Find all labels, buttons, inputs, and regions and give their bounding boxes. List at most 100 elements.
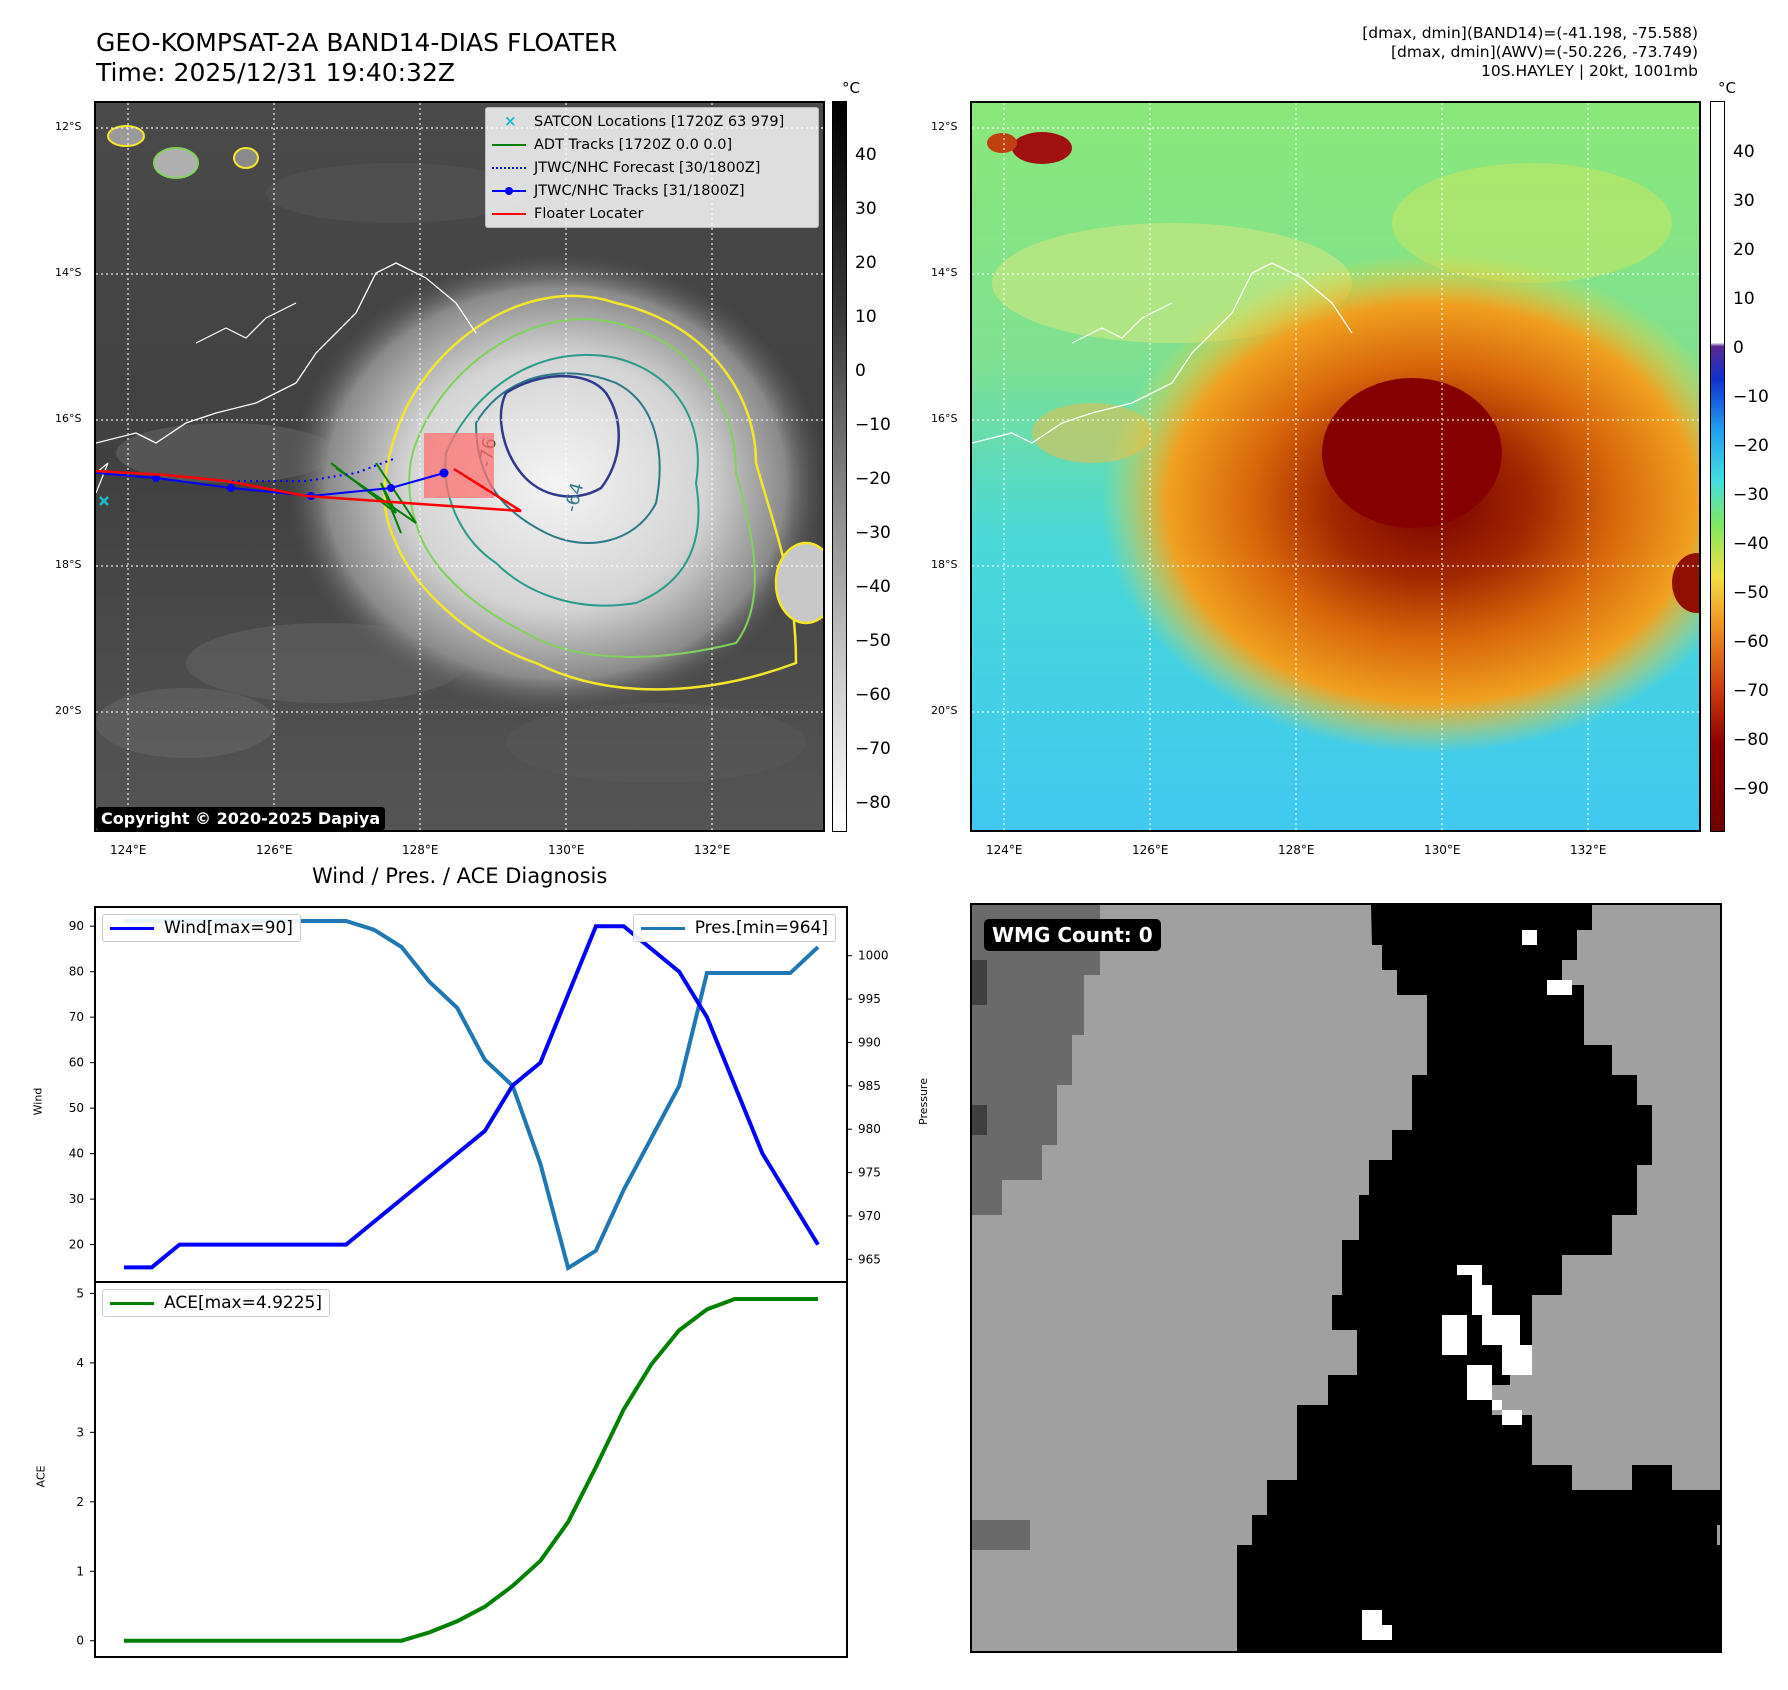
colorbar-right-tick: −50 <box>1733 583 1769 603</box>
pressure-tick-label: 1000 <box>858 949 889 963</box>
wind-axis-label: Wind <box>31 1087 45 1116</box>
legend-item-tracks: JTWC/NHC Tracks [31/1800Z] <box>486 179 818 202</box>
wind-legend-label: Wind[max=90] <box>164 918 293 938</box>
legend-item-forecast: JTWC/NHC Forecast [30/1800Z] <box>486 156 818 179</box>
lon-label-124e: 124°E <box>110 843 147 857</box>
info-line-2: [dmax, dmin](AWV)=(-50.226, -73.749) <box>1391 43 1698 61</box>
pressure-tick-label: 970 <box>858 1209 881 1223</box>
track-legend: × SATCON Locations [1720Z 63 979] ADT Tr… <box>485 107 819 228</box>
pressure-legend-swatch <box>640 926 685 930</box>
awv-lat-label-20s: 20°S <box>931 704 958 717</box>
pressure-tick-label: 990 <box>858 1035 881 1049</box>
colorbar-right-tick: −30 <box>1733 485 1769 505</box>
wmg-panel: WMG Count: 0 <box>970 903 1722 1653</box>
wmg-count-badge: WMG Count: 0 <box>984 919 1161 951</box>
lat-label-12s: 12°S <box>55 120 82 133</box>
colorbar-right-tick: −60 <box>1733 632 1769 652</box>
pressure-tick-label: 975 <box>858 1166 881 1180</box>
colorbar-left-tick: −30 <box>855 523 891 543</box>
diagnosis-title: Wind / Pres. / ACE Diagnosis <box>312 864 608 888</box>
colorbar-right-unit: °C <box>1718 79 1736 97</box>
info-block: [dmax, dmin](BAND14)=(-41.198, -75.588) … <box>1362 24 1698 81</box>
awv-map-panel <box>970 101 1701 832</box>
colorbar-left-tick: 0 <box>855 361 866 381</box>
awv-lon-label-128e: 128°E <box>1278 843 1315 857</box>
awv-lat-label-18s: 18°S <box>931 558 958 571</box>
wind-legend: Wind[max=90] <box>102 914 301 942</box>
ace-legend-label: ACE[max=4.9225] <box>164 1293 322 1313</box>
colorbar-right-tick: −10 <box>1733 387 1769 407</box>
colorbar-left-tick: 10 <box>855 307 877 327</box>
title-line-2: Time: 2025/12/31 19:40:32Z <box>96 58 455 87</box>
ace-series-line <box>124 1296 818 1643</box>
wind-series-line <box>124 924 820 1270</box>
wind-tick-label: 60 <box>69 1056 84 1070</box>
ace-tick-label: 1 <box>76 1564 84 1578</box>
ace-plot: 0 1 2 3 4 5 <box>76 1286 818 1648</box>
colorbar-left-tick: −80 <box>855 793 891 813</box>
colorbar-left-tick: −20 <box>855 469 891 489</box>
awv-lon-label-126e: 126°E <box>1132 843 1169 857</box>
awv-lon-label-132e: 132°E <box>1570 843 1607 857</box>
lon-label-126e: 126°E <box>256 843 293 857</box>
band14-map-panel: -76 -64 <box>94 101 825 832</box>
colorbar-right-tick: 30 <box>1733 191 1755 211</box>
ace-tick-label: 0 <box>76 1634 84 1648</box>
wind-tick-label: 80 <box>69 965 84 979</box>
ace-axis-label: ACE <box>34 1465 48 1488</box>
colorbar-left <box>832 101 847 832</box>
ace-tick-label: 4 <box>76 1356 84 1370</box>
lat-label-16s: 16°S <box>55 412 82 425</box>
legend-item-floater: Floater Locater <box>486 202 818 225</box>
lon-label-128e: 128°E <box>402 843 439 857</box>
colorbar-left-tick: −50 <box>855 631 891 651</box>
awv-lat-label-12s: 12°S <box>931 120 958 133</box>
lon-label-130e: 130°E <box>548 843 585 857</box>
colorbar-left-tick: 20 <box>855 253 877 273</box>
ace-legend: ACE[max=4.9225] <box>102 1289 330 1317</box>
colorbar-left-tick: 30 <box>855 199 877 219</box>
wind-pressure-chart: 20 30 40 50 60 70 80 90 965 970 975 980 985 990 995 100… <box>69 906 889 1283</box>
pressure-tick-label: 980 <box>858 1122 881 1136</box>
pressure-tick-label: 965 <box>858 1252 881 1266</box>
pressure-legend-label: Pres.[min=964] <box>694 918 828 938</box>
colorbar-right-tick: 0 <box>1733 338 1744 358</box>
colorbar-left-tick: −70 <box>855 739 891 759</box>
wind-tick-label: 50 <box>69 1101 84 1115</box>
lat-label-20s: 20°S <box>55 704 82 717</box>
colorbar-right-tick: 10 <box>1733 289 1755 309</box>
awv-lon-label-130e: 130°E <box>1424 843 1461 857</box>
awv-lat-label-16s: 16°S <box>931 412 958 425</box>
legend-item-satcon: × SATCON Locations [1720Z 63 979] <box>504 111 785 130</box>
title-line-1: GEO-KOMPSAT-2A BAND14-DIAS FLOATER <box>96 28 618 57</box>
wind-tick-label: 40 <box>69 1147 84 1161</box>
wind-tick-label: 90 <box>69 919 84 933</box>
wind-tick-label: 20 <box>69 1238 84 1252</box>
pressure-series-line <box>124 919 820 1272</box>
colorbar-left-unit: °C <box>842 79 860 97</box>
pressure-axis-label: Pressure <box>916 1078 930 1125</box>
copyright-badge: Copyright © 2020-2025 Dapiya <box>96 807 386 830</box>
wind-pressure-plot: 20 30 40 50 60 70 80 90 965 970 975 980 985 990 995 100… <box>69 919 889 1272</box>
wind-legend-swatch <box>110 926 154 930</box>
pressure-legend: Pres.[min=964] <box>632 914 836 942</box>
colorbar-left-tick: −40 <box>855 577 891 597</box>
ace-chart: 0 1 2 3 4 5 ACE[max=4.9225] <box>76 1281 848 1658</box>
colorbar-right-tick: −80 <box>1733 730 1769 750</box>
colorbar-right-tick: 40 <box>1733 142 1755 162</box>
lon-label-132e: 132°E <box>694 843 731 857</box>
colorbar-left-tick: 40 <box>855 145 877 165</box>
awv-map-image <box>972 103 1699 830</box>
colorbar-left-tick: −10 <box>855 415 891 435</box>
colorbar-right-tick: 20 <box>1733 240 1755 260</box>
awv-lon-label-124e: 124°E <box>986 843 1023 857</box>
colorbar-right-tick: −40 <box>1733 534 1769 554</box>
colorbar-right-tick: −70 <box>1733 681 1769 701</box>
colorbar-right-tick: −90 <box>1733 779 1769 799</box>
ace-tick-label: 2 <box>76 1495 84 1509</box>
info-line-3: 10S.HAYLEY | 20kt, 1001mb <box>1481 62 1698 80</box>
ace-tick-label: 3 <box>76 1425 84 1439</box>
info-line-1: [dmax, dmin](BAND14)=(-41.198, -75.588) <box>1362 24 1698 42</box>
wmg-mask-image <box>972 905 1720 1651</box>
figure-title: GEO-KOMPSAT-2A BAND14-DIAS FLOATER Time:… <box>96 28 617 88</box>
